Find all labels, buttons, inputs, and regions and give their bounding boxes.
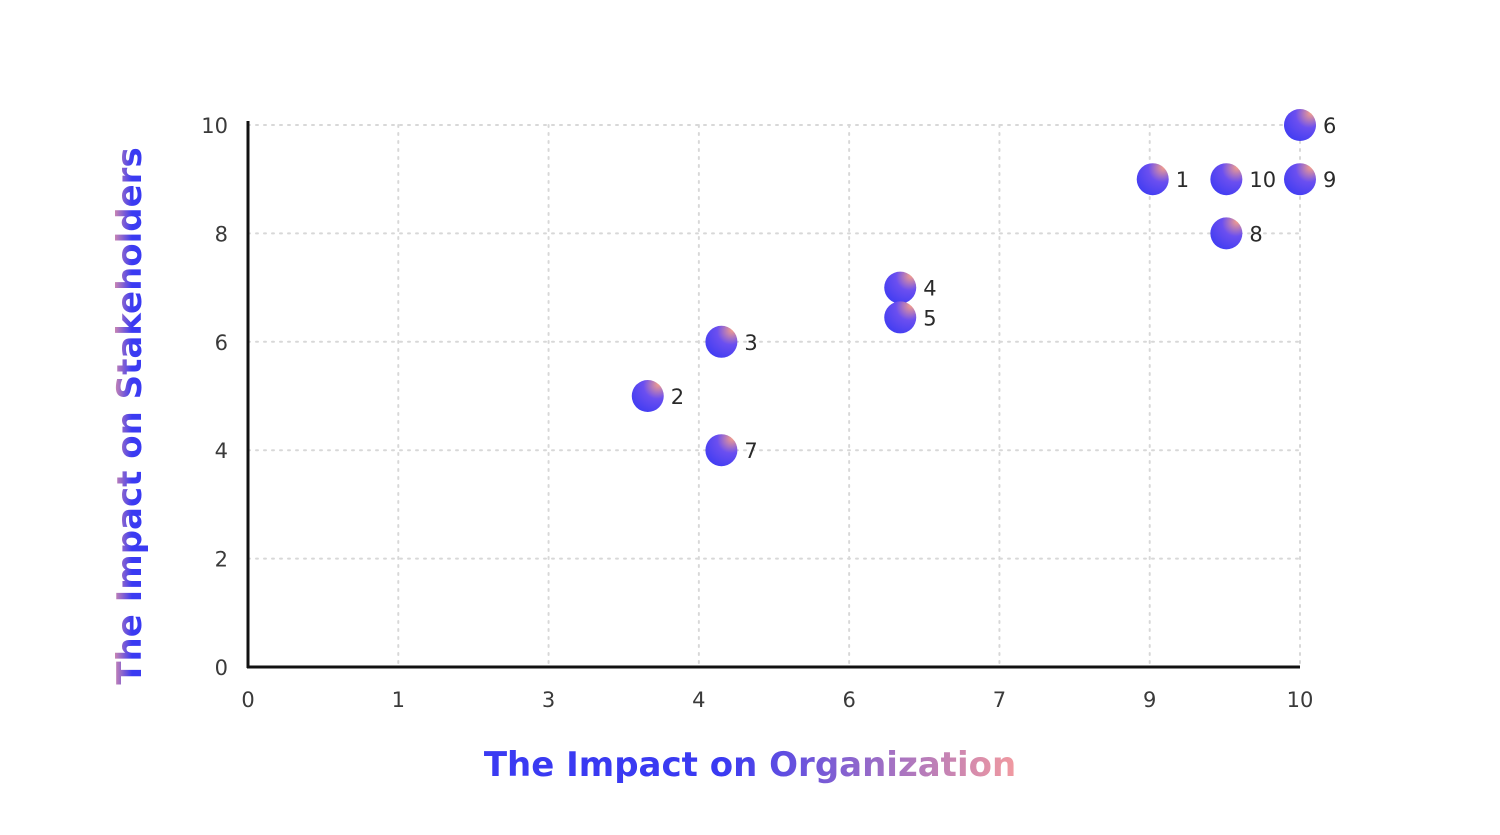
data-point — [1284, 163, 1316, 196]
data-point — [884, 301, 917, 334]
x-tick-label: 9 — [1143, 688, 1156, 712]
y-tick-label: 4 — [215, 439, 228, 463]
x-tick-label: 4 — [692, 688, 705, 712]
data-point — [631, 380, 664, 412]
y-tick-label: 0 — [215, 656, 228, 680]
grid-lines — [247, 124, 1301, 668]
data-point — [1284, 109, 1316, 141]
y-tick-label: 2 — [215, 548, 228, 572]
x-tick-label: 0 — [241, 688, 254, 712]
y-axis-title: The Impact on Stakeholders — [110, 147, 150, 684]
data-point-label: 5 — [923, 306, 936, 330]
data-point-label: 4 — [923, 277, 936, 301]
x-axis-title: The Impact on Organization — [484, 745, 1016, 785]
y-tick-label: 8 — [215, 222, 228, 246]
x-tick-label: 10 — [1287, 688, 1314, 712]
data-point-label: 6 — [1323, 114, 1336, 138]
data-point-label: 1 — [1176, 168, 1189, 192]
data-point-label: 8 — [1249, 222, 1262, 246]
data-point-label: 9 — [1323, 168, 1336, 192]
tick-labels: 0 2 4 6 8 10 0 1 3 4 6 7 9 10 — [201, 114, 1313, 712]
y-tick-label: 10 — [201, 114, 228, 138]
data-point — [1210, 217, 1243, 250]
data-point — [1210, 163, 1243, 196]
data-point — [705, 325, 738, 358]
x-tick-label: 1 — [392, 688, 405, 712]
data-point — [1136, 163, 1169, 196]
data-points: 1 2 3 4 5 6 7 8 9 10 — [631, 109, 1336, 467]
axes — [246, 121, 1300, 669]
data-point-label: 10 — [1249, 168, 1276, 192]
x-tick-label: 6 — [842, 688, 855, 712]
y-tick-label: 6 — [215, 331, 228, 355]
data-point-label: 2 — [671, 385, 684, 409]
data-point-label: 7 — [744, 439, 757, 463]
data-point-label: 3 — [744, 331, 757, 355]
data-point — [705, 434, 738, 467]
x-tick-label: 3 — [542, 688, 555, 712]
x-tick-label: 7 — [993, 688, 1006, 712]
data-point — [884, 271, 917, 304]
